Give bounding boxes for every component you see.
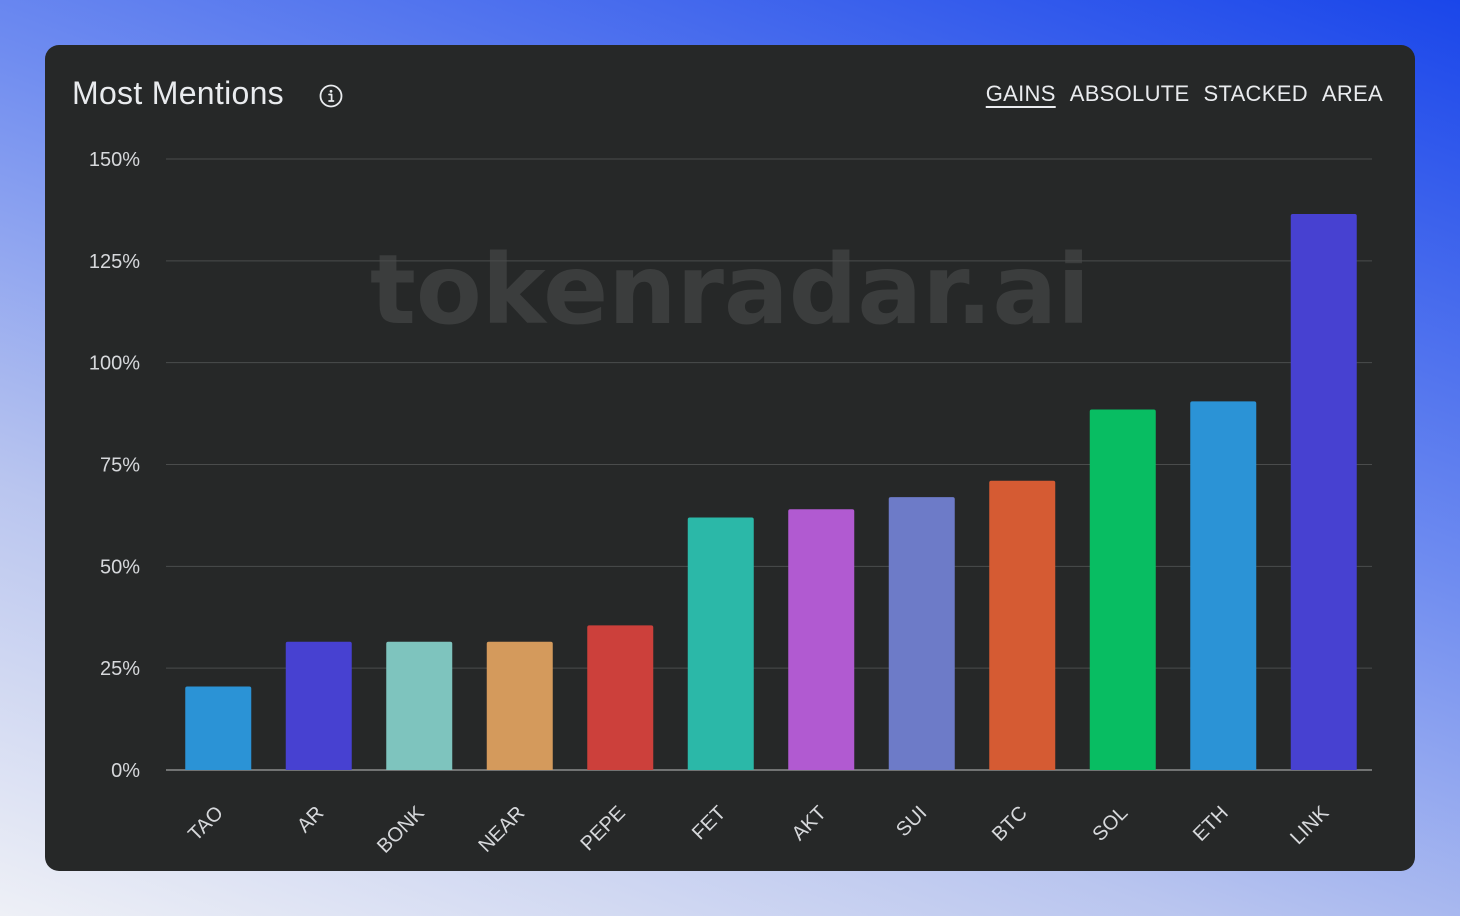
bar-fet bbox=[687, 517, 754, 770]
tab-area[interactable]: AREA bbox=[1321, 81, 1383, 106]
x-tick-label: PEPE bbox=[576, 802, 629, 855]
chart-mode-tabs: GAINS ABSOLUTE STACKED AREA bbox=[986, 81, 1383, 107]
info-icon[interactable] bbox=[319, 84, 343, 108]
bar-btc bbox=[989, 480, 1056, 770]
x-tick-label: TAO bbox=[184, 802, 228, 846]
x-tick-label: BONK bbox=[373, 802, 429, 858]
chart-card: Most Mentions GAINS ABSOLUTE STACKED ARE… bbox=[45, 45, 1415, 871]
x-tick-label: FET bbox=[688, 802, 730, 844]
y-tick-label: 50% bbox=[100, 556, 140, 578]
chart-title: Most Mentions bbox=[72, 75, 284, 111]
x-tick-label: AKT bbox=[788, 802, 831, 845]
y-tick-label: 100% bbox=[89, 353, 140, 375]
tab-gains[interactable]: GAINS bbox=[985, 81, 1056, 106]
y-tick-label: 125% bbox=[89, 251, 140, 273]
bar-tao bbox=[185, 686, 252, 770]
y-tick-label: 150% bbox=[89, 149, 140, 171]
x-tick-label: AR bbox=[293, 802, 328, 837]
x-tick-label: SUI bbox=[892, 802, 931, 841]
bar-sol bbox=[1089, 409, 1156, 770]
bar-akt bbox=[788, 509, 855, 770]
bar-eth bbox=[1190, 401, 1257, 770]
bar-sui bbox=[888, 497, 955, 770]
x-tick-label: SOL bbox=[1088, 802, 1132, 846]
x-tick-label: ETH bbox=[1189, 802, 1233, 846]
bar-near bbox=[486, 641, 553, 770]
bar-ar bbox=[285, 641, 352, 770]
watermark-text: tokenradar.ai bbox=[370, 234, 1090, 346]
tab-absolute[interactable]: ABSOLUTE bbox=[1069, 81, 1190, 106]
bar-link bbox=[1290, 213, 1357, 771]
x-tick-label: BTC bbox=[988, 802, 1032, 846]
tab-stacked[interactable]: STACKED bbox=[1203, 81, 1308, 106]
y-tick-label: 25% bbox=[100, 658, 140, 680]
x-tick-label: NEAR bbox=[474, 802, 529, 857]
bar-pepe bbox=[587, 625, 654, 770]
x-tick-label: LINK bbox=[1286, 802, 1333, 849]
bar-bonk bbox=[386, 641, 453, 770]
y-tick-label: 75% bbox=[100, 455, 140, 477]
bar-chart: tokenradar.ai 0% 25% 50% 75% 100% 125% 150% TAO A… bbox=[89, 149, 1372, 858]
card-header: Most Mentions GAINS ABSOLUTE STACKED ARE… bbox=[72, 73, 1383, 117]
y-tick-label: 0% bbox=[111, 760, 140, 782]
